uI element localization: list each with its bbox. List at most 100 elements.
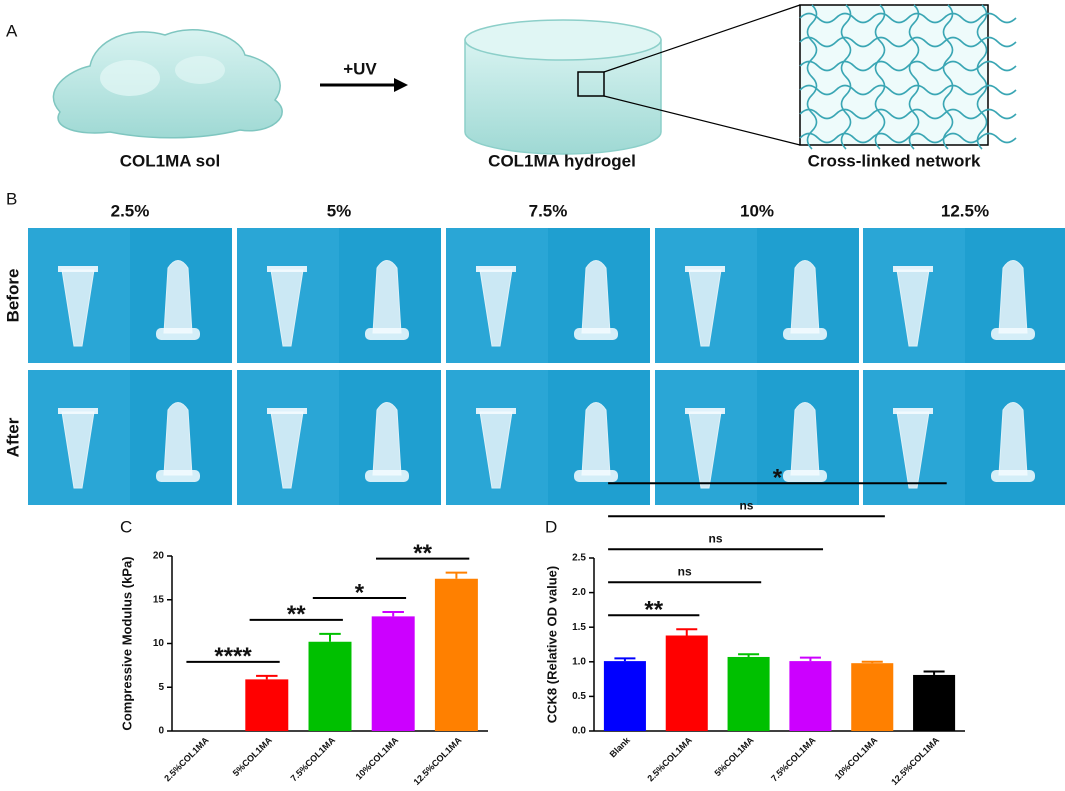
significance-label: ** — [644, 597, 663, 624]
significance-label: ns — [739, 498, 753, 512]
network-strand — [799, 132, 1017, 144]
tube — [372, 402, 402, 476]
y-tick-label: 2.5 — [572, 553, 586, 564]
tube-cap — [58, 266, 98, 272]
significance-label: ** — [413, 540, 432, 567]
tube — [998, 260, 1028, 334]
tube-cap — [991, 328, 1035, 340]
photo-grid — [28, 228, 1065, 505]
column-label: 2.5% — [111, 201, 150, 220]
tube-cap — [574, 328, 618, 340]
tube-cap — [783, 328, 827, 340]
panel-label: A — [6, 21, 18, 40]
bar — [665, 635, 708, 731]
tube-cap — [685, 408, 725, 414]
x-tick-label: 12.5%COL1MA — [889, 735, 941, 787]
x-tick-label: 7.5%COL1MA — [289, 735, 338, 784]
y-tick-label: 0.0 — [572, 726, 586, 737]
y-tick-label: 2.0 — [572, 587, 586, 598]
bar — [913, 674, 956, 731]
tube-cap — [991, 470, 1035, 482]
column-label: 10% — [740, 201, 774, 220]
y-tick-label: 1.0 — [572, 656, 586, 667]
significance-label: **** — [214, 643, 252, 670]
tube — [790, 260, 820, 334]
y-tick-label: 5 — [158, 682, 164, 693]
tube-cap — [156, 328, 200, 340]
hydrogel-caption: COL1MA hydrogel — [488, 151, 636, 170]
bar — [603, 661, 646, 731]
x-tick-label: 10%COL1MA — [354, 735, 401, 782]
significance-label: ns — [678, 564, 692, 578]
x-tick-label: 5%COL1MA — [713, 735, 756, 778]
tube-cap — [267, 408, 307, 414]
tube-cap — [574, 470, 618, 482]
tube — [790, 402, 820, 476]
significance-label: * — [773, 465, 783, 492]
x-tick-label: 2.5%COL1MA — [162, 735, 211, 784]
y-tick-label: 0.5 — [572, 691, 586, 702]
x-tick-label: 7.5%COL1MA — [769, 735, 818, 784]
network-strand — [806, 4, 818, 150]
tube — [998, 402, 1028, 476]
x-tick-label: 10%COL1MA — [833, 735, 880, 782]
tube — [163, 402, 193, 476]
bar — [245, 679, 289, 731]
tube-cap — [365, 328, 409, 340]
tube — [163, 260, 193, 334]
panel-label: C — [120, 517, 132, 536]
tube — [581, 402, 611, 476]
column-label: 12.5% — [941, 201, 989, 220]
y-tick-label: 0 — [158, 726, 164, 737]
network-strand — [908, 4, 920, 150]
tube-cap — [893, 408, 933, 414]
y-tick-label: 10 — [153, 638, 165, 649]
x-tick-label: 12.5%COL1MA — [411, 735, 463, 787]
network-strand — [799, 60, 1017, 72]
y-tick-label: 1.5 — [572, 622, 586, 633]
tube-cap — [365, 470, 409, 482]
bar — [789, 661, 832, 731]
significance-label: ns — [709, 531, 723, 545]
row-label: Before — [3, 269, 22, 323]
significance-label: * — [355, 579, 365, 606]
y-axis-label: CCK8 (Relative OD value) — [544, 566, 559, 724]
bar — [851, 663, 894, 731]
column-label: 7.5% — [529, 201, 568, 220]
tube-cap — [58, 408, 98, 414]
network-box — [799, 4, 1017, 150]
tube-cap — [476, 408, 516, 414]
tube-cap — [476, 266, 516, 272]
bar — [371, 616, 415, 731]
tube — [372, 260, 402, 334]
bar — [434, 578, 478, 731]
network-strand — [976, 4, 988, 150]
tube-cap — [783, 470, 827, 482]
y-axis-label: Compressive Modulus (kPa) — [119, 556, 134, 730]
hydrogel-cylinder — [464, 4, 801, 155]
tube-cap — [685, 266, 725, 272]
bar — [727, 656, 770, 731]
bar — [308, 641, 352, 731]
tube-cap — [267, 266, 307, 272]
tube-cap — [893, 266, 933, 272]
network-strand — [799, 36, 1017, 48]
arrow-head — [394, 78, 408, 92]
tube — [581, 260, 611, 334]
y-tick-label: 20 — [153, 551, 165, 562]
network-strand — [840, 4, 852, 150]
sol-blob — [52, 29, 283, 139]
x-tick-label: 5%COL1MA — [231, 735, 274, 778]
x-tick-label: Blank — [608, 734, 633, 759]
arrow-label: +UV — [343, 59, 377, 78]
panel-label: B — [6, 189, 17, 208]
x-tick-label: 2.5%COL1MA — [645, 735, 694, 784]
network-strand — [942, 4, 954, 150]
network-strand — [799, 12, 1017, 24]
row-label: After — [3, 417, 22, 457]
tube-cap — [156, 470, 200, 482]
sol-caption: COL1MA sol — [120, 151, 220, 170]
network-caption: Cross-linked network — [808, 151, 981, 170]
significance-label: ** — [287, 601, 306, 628]
